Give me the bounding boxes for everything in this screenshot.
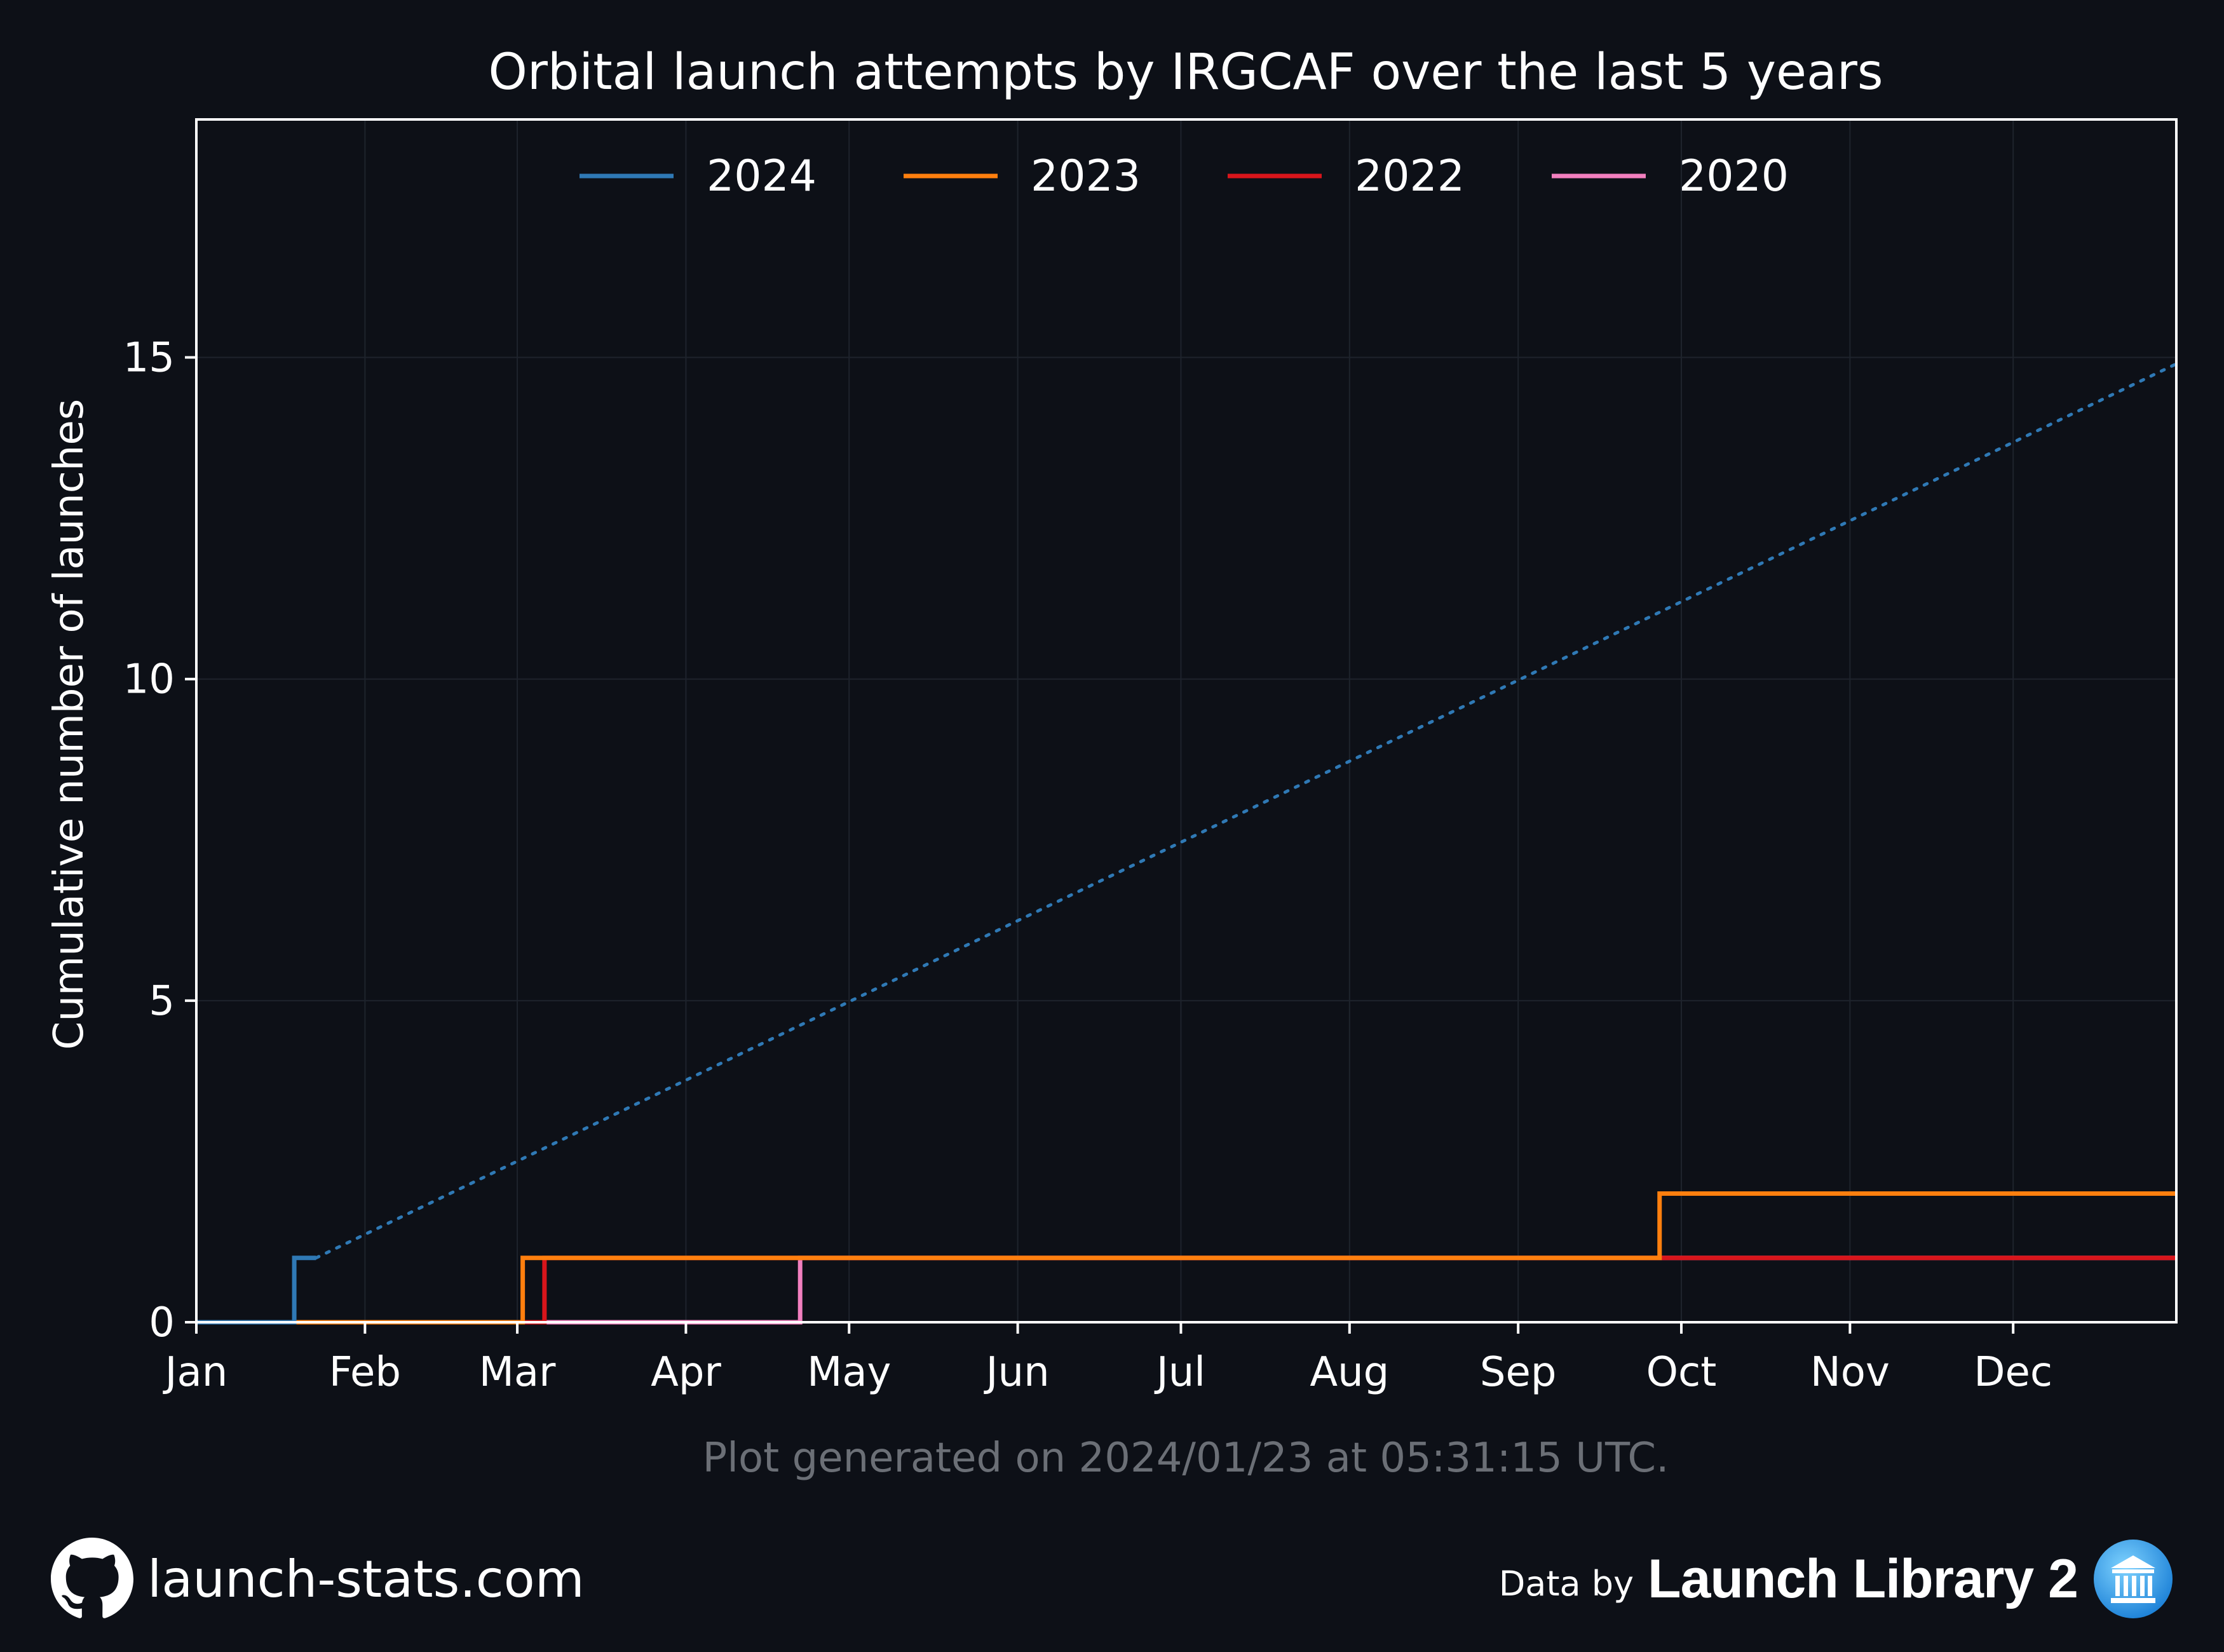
x-tick-label: Dec: [1974, 1349, 2052, 1396]
x-tick-label: Aug: [1310, 1349, 1389, 1396]
source-name: Launch Library 2: [1648, 1548, 2078, 1609]
grid: [196, 119, 2176, 1323]
axis-ticks: Jan Feb Mar Apr May Jun Jul Aug Sep Oct Nov Dec 0 5 10…: [123, 335, 2053, 1396]
series-projection-2024: [314, 362, 2178, 1260]
series-line-2020: [196, 1256, 2176, 1325]
series-line-2022: [196, 1256, 2176, 1325]
legend-label-2020: 2020: [1679, 151, 1789, 201]
x-tick-label: May: [807, 1349, 891, 1396]
y-tick-label: 10: [123, 656, 175, 703]
x-tick-label: Jun: [984, 1349, 1050, 1396]
x-tick-label: Apr: [651, 1349, 721, 1396]
legend-label-2023: 2023: [1031, 151, 1141, 201]
launch-library-logo-icon: [2094, 1540, 2173, 1618]
x-tick-label: Jan: [163, 1349, 228, 1396]
series-lines: [196, 362, 2178, 1325]
plot-frame: [195, 118, 2178, 1324]
y-tick-label: 15: [123, 335, 175, 382]
x-tick-label: Sep: [1480, 1349, 1557, 1396]
x-tick-label: Nov: [1810, 1349, 1890, 1396]
footnote: Plot generated on 2024/01/23 at 05:31:15…: [703, 1435, 1669, 1482]
x-tick-label: Oct: [1646, 1349, 1717, 1396]
data-by-label: Data by: [1498, 1563, 1634, 1604]
footer-source: Data by Launch Library 2: [1499, 1538, 2174, 1620]
chart-title: Orbital launch attempts by IRGCAF over t…: [488, 44, 1883, 101]
y-tick-label: 0: [149, 1299, 175, 1346]
footer-site[interactable]: launch-stats.com: [51, 1538, 585, 1620]
legend-label-2024: 2024: [707, 151, 817, 201]
legend: 2024 2023 2022 2020: [580, 151, 1789, 201]
legend-label-2022: 2022: [1355, 151, 1465, 201]
y-axis-label: Cumulative number of launches: [46, 399, 93, 1050]
github-icon: [51, 1538, 133, 1618]
site-link[interactable]: launch-stats.com: [147, 1549, 585, 1609]
x-tick-label: Mar: [479, 1349, 556, 1396]
x-tick-label: Jul: [1154, 1349, 1205, 1396]
series-line-2024: [196, 1256, 316, 1325]
x-tick-label: Feb: [329, 1349, 401, 1396]
y-tick-label: 5: [149, 978, 175, 1025]
